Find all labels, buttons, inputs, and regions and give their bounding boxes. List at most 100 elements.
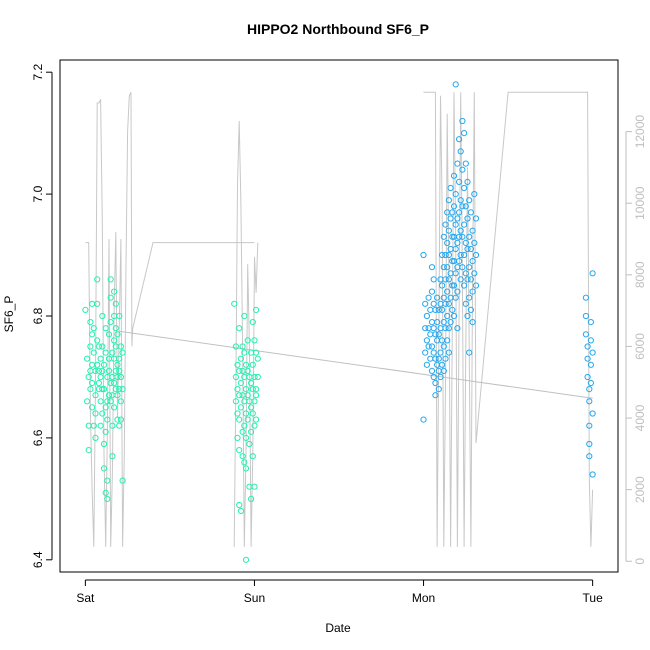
data-point	[114, 416, 121, 423]
data-point	[119, 386, 126, 393]
data-point	[457, 276, 464, 283]
data-point	[459, 166, 466, 173]
data-point	[102, 349, 109, 356]
data-point	[423, 337, 430, 344]
data-point	[248, 379, 255, 387]
data-point	[232, 398, 239, 405]
data-point	[87, 343, 94, 350]
data-point	[236, 392, 243, 399]
data-point	[92, 410, 99, 417]
data-point	[587, 337, 595, 344]
data-point	[102, 489, 109, 496]
data-point	[589, 471, 596, 478]
data-point	[104, 495, 111, 502]
plot-frame	[59, 59, 619, 573]
data-point	[92, 392, 99, 399]
data-point	[586, 422, 593, 429]
data-point	[92, 434, 99, 441]
data-point	[99, 343, 106, 350]
data-point	[239, 428, 246, 435]
data-point	[454, 160, 461, 167]
data-point	[459, 203, 466, 210]
data-point	[251, 398, 258, 405]
data-point	[435, 306, 442, 313]
data-point	[472, 215, 480, 222]
data-point	[231, 300, 238, 307]
data-point	[466, 349, 473, 356]
data-point	[444, 209, 451, 216]
data-point	[82, 306, 89, 313]
data-point	[435, 386, 442, 393]
data-point	[102, 428, 109, 435]
altitude-series-group	[85, 91, 594, 547]
data-point	[94, 337, 101, 344]
y-tick-label: 6.6	[31, 429, 45, 446]
data-point	[114, 361, 121, 368]
data-point	[234, 410, 241, 417]
data-point	[456, 136, 463, 143]
data-point	[450, 203, 458, 210]
data-point	[582, 331, 590, 338]
data-point	[237, 404, 244, 411]
data-point	[471, 191, 478, 198]
data-point	[430, 373, 437, 381]
data-point	[89, 379, 96, 387]
data-point	[251, 422, 258, 429]
data-point	[425, 325, 432, 332]
data-point	[244, 392, 251, 399]
data-point	[102, 404, 109, 411]
data-point	[242, 410, 250, 417]
data-point	[117, 398, 125, 405]
data-point	[467, 306, 474, 313]
data-point	[89, 331, 96, 338]
altitude-line-3	[585, 91, 594, 547]
data-point	[253, 392, 260, 399]
data-point	[251, 483, 258, 490]
data-point	[427, 306, 434, 313]
data-point	[425, 294, 432, 301]
data-point	[232, 373, 239, 381]
data-point	[454, 215, 461, 222]
data-point	[117, 343, 125, 350]
data-point	[432, 392, 439, 399]
data-point	[450, 172, 458, 179]
data-point	[442, 221, 449, 228]
data-point	[428, 288, 436, 295]
data-point	[107, 379, 114, 387]
data-point	[111, 337, 118, 344]
data-point	[469, 258, 476, 265]
data-point	[442, 276, 449, 283]
data-point	[116, 422, 123, 429]
data-point	[84, 355, 91, 362]
data-point	[442, 355, 449, 362]
data-point	[85, 447, 92, 454]
data-point	[422, 325, 429, 332]
data-point	[440, 319, 447, 326]
trend-line	[119, 330, 593, 399]
data-point	[445, 276, 452, 283]
data-point	[444, 312, 451, 320]
data-point	[464, 312, 471, 320]
data-point	[440, 343, 447, 350]
data-point	[435, 331, 442, 338]
data-point	[457, 251, 464, 259]
data-point	[244, 337, 251, 344]
data-point	[464, 245, 471, 253]
data-point	[584, 343, 591, 350]
data-point	[116, 312, 123, 320]
x-tick-label: Tue	[583, 591, 604, 605]
data-point	[234, 386, 241, 393]
data-point	[461, 251, 468, 259]
data-point	[442, 325, 449, 332]
data-point	[430, 325, 437, 332]
data-point	[94, 276, 101, 283]
data-point	[584, 355, 591, 362]
data-point	[462, 270, 469, 277]
data-point	[248, 495, 255, 502]
data-point	[104, 477, 111, 484]
data-point	[432, 306, 439, 313]
data-point	[445, 300, 452, 307]
data-point	[444, 239, 451, 246]
data-point	[449, 258, 456, 265]
data-point	[435, 355, 442, 362]
